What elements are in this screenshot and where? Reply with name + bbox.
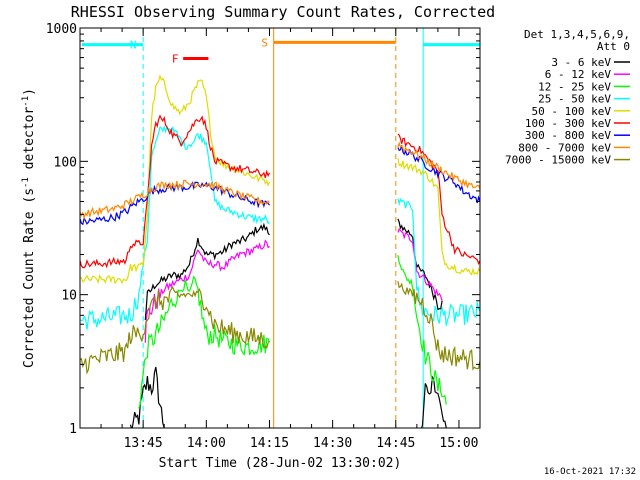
footer-timestamp: 16-Oct-2021 17:32 [544, 467, 636, 477]
y-tick-label-3: 1000 [46, 22, 77, 37]
legend-label-3: 25 - 50 keV [538, 93, 611, 106]
x-tick-label-2: 14:15 [250, 436, 289, 451]
series-8-segment-1 [397, 281, 480, 371]
series-7-segment-1 [397, 141, 480, 190]
y-axis-label: Corrected Count Rate (s-1 detector-1) [21, 88, 37, 368]
x-tick-label-5: 15:00 [439, 436, 478, 451]
legend-label-1: 6 - 12 keV [545, 68, 612, 81]
y-label-part3: ) [22, 88, 37, 96]
series-0-segment-1 [144, 222, 270, 321]
y-label-part1: Corrected Count Rate (s [22, 188, 37, 368]
series-5-segment-0 [80, 114, 271, 269]
y-label-sup1: -1 [21, 177, 31, 188]
x-tick-label-0: 13:45 [124, 436, 163, 451]
y-label-sup2: -1 [21, 96, 31, 107]
series-layer [80, 74, 480, 428]
series-5-segment-1 [397, 133, 480, 266]
legend-label-6: 300 - 800 keV [525, 129, 611, 142]
legend-label-2: 12 - 25 keV [538, 80, 611, 93]
legend-label-0: 3 - 6 keV [551, 56, 611, 69]
x-tick-label-3: 14:30 [313, 436, 352, 451]
mode-marker-label-0: N [130, 39, 137, 52]
y-tick-label-0: 1 [69, 422, 77, 437]
x-axis: 13:45 14:00 14:15 14:30 14:45 15:00 [100, 28, 479, 451]
legend-label-8: 7000 - 15000 keV [505, 154, 611, 167]
y-tick-label-2: 100 [54, 155, 77, 170]
legend-label-7: 800 - 7000 keV [518, 141, 611, 154]
x-tick-label-4: 14:45 [376, 436, 415, 451]
series-8-segment-0 [80, 285, 270, 375]
series-7-segment-0 [80, 179, 270, 220]
plot-area: N F S [79, 27, 481, 429]
y-tick-label-1: 10 [61, 289, 77, 304]
legend-header-line2: Att 0 [597, 40, 630, 53]
series-4-segment-1 [397, 157, 480, 276]
y-axis: 1 10 100 1000 [46, 22, 480, 437]
legend-label-5: 100 - 300 keV [525, 117, 611, 130]
legend-header-line1: Det 1,3,4,5,6,9, [524, 28, 630, 41]
y-label-part2: detector [22, 107, 37, 178]
x-axis-label: Start Time (28-Jun-02 13:30:02) [159, 456, 402, 471]
series-1-segment-0 [144, 239, 270, 343]
series-6-segment-0 [80, 181, 270, 226]
x-tick-label-1: 14:00 [187, 436, 226, 451]
plot-frame [79, 27, 481, 429]
legend-label-4: 50 - 100 keV [532, 105, 612, 118]
mode-marker-label-1: F [172, 53, 179, 66]
series-4-segment-0 [80, 74, 271, 285]
chart-title: RHESSI Observing Summary Count Rates, Co… [71, 3, 495, 21]
series-2-segment-0 [138, 275, 271, 409]
series-3-segment-1 [397, 197, 480, 326]
mode-marker-label-2: S [261, 36, 268, 49]
series-0-segment-0 [129, 366, 165, 428]
series-3-segment-0 [80, 125, 270, 330]
series-0-segment-3 [397, 218, 443, 311]
series-1-segment-1 [397, 227, 443, 301]
series-2-segment-1 [397, 255, 447, 405]
mode-markers: N F S [82, 36, 480, 66]
